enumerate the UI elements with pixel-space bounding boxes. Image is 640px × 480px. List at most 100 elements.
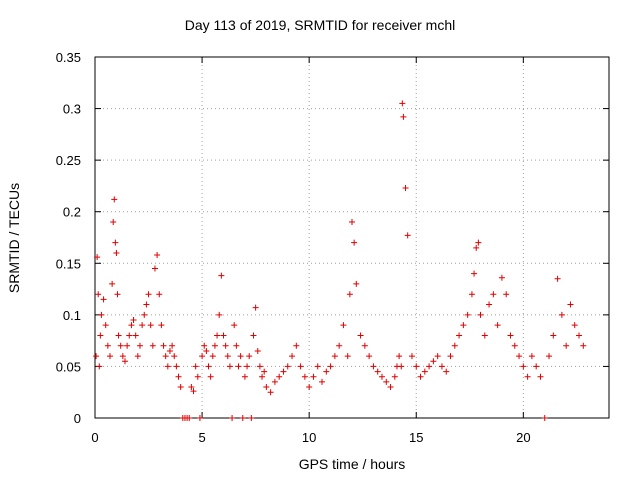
- data-point: [102, 322, 109, 329]
- data-point: [546, 353, 553, 360]
- data-point: [115, 332, 122, 339]
- data-point: [554, 275, 561, 282]
- data-point: [139, 322, 146, 329]
- data-point: [156, 291, 163, 298]
- data-point: [169, 342, 176, 349]
- x-tick-label: 10: [302, 430, 316, 445]
- data-point: [173, 363, 180, 370]
- data-point: [366, 353, 373, 360]
- data-point: [110, 219, 117, 226]
- data-point: [175, 373, 182, 380]
- data-point: [201, 342, 208, 349]
- data-point: [177, 384, 184, 391]
- data-point: [331, 353, 338, 360]
- data-point: [271, 378, 278, 385]
- data-point: [126, 332, 133, 339]
- data-point: [357, 332, 364, 339]
- data-point: [306, 384, 313, 391]
- data-point: [314, 363, 321, 370]
- y-tick-label: 0.15: [56, 256, 81, 271]
- data-point: [113, 249, 120, 256]
- data-point: [256, 363, 263, 370]
- data-point: [244, 363, 251, 370]
- data-point: [289, 353, 296, 360]
- data-point: [164, 363, 171, 370]
- data-point: [297, 363, 304, 370]
- data-point: [346, 291, 353, 298]
- x-tick-label: 20: [516, 430, 530, 445]
- data-point: [528, 353, 535, 360]
- data-point: [336, 342, 343, 349]
- data-point: [190, 388, 197, 395]
- data-point: [370, 363, 377, 370]
- data-point: [494, 322, 501, 329]
- data-point: [95, 291, 102, 298]
- data-point: [344, 353, 351, 360]
- data-point: [114, 291, 121, 298]
- plot-frame: [94, 56, 610, 419]
- data-point: [276, 373, 283, 380]
- data-point: [511, 342, 518, 349]
- data-point: [567, 301, 574, 308]
- data-point: [402, 184, 409, 191]
- data-point: [106, 353, 113, 360]
- data-point: [541, 415, 548, 421]
- y-tick-label: 0.25: [56, 153, 81, 168]
- data-point: [250, 332, 257, 339]
- data-point: [447, 353, 454, 360]
- chart-title: Day 113 of 2019, SRMTID for receiver mch…: [184, 17, 456, 33]
- data-point: [349, 219, 355, 226]
- data-point: [293, 342, 300, 349]
- data-point: [186, 415, 193, 421]
- data-point: [576, 332, 583, 339]
- data-point: [214, 332, 221, 339]
- data-point: [119, 353, 126, 360]
- data-point: [571, 322, 578, 329]
- data-point: [563, 342, 570, 349]
- data-point: [224, 353, 231, 360]
- data-point: [109, 280, 116, 287]
- data-point: [112, 239, 119, 246]
- data-point: [404, 232, 411, 239]
- data-point: [417, 373, 424, 380]
- data-point: [580, 342, 587, 349]
- data-point: [400, 113, 407, 120]
- data-point: [94, 254, 101, 261]
- data-point: [199, 353, 206, 360]
- data-point: [145, 291, 152, 298]
- data-point: [248, 415, 255, 421]
- data-point: [254, 347, 261, 354]
- data-point: [96, 363, 103, 370]
- data-point: [218, 272, 225, 279]
- data-point: [231, 322, 238, 329]
- data-point: [97, 332, 104, 339]
- data-point: [434, 353, 441, 360]
- data-point: [233, 342, 240, 349]
- y-tick-label: 0.3: [63, 102, 81, 117]
- data-point: [235, 363, 242, 370]
- data-point: [340, 322, 347, 329]
- data-point: [398, 363, 405, 370]
- data-point: [503, 291, 510, 298]
- data-point: [413, 363, 420, 370]
- data-point: [481, 332, 488, 339]
- data-point: [128, 322, 135, 329]
- data-point: [196, 415, 203, 421]
- data-point: [319, 378, 326, 385]
- data-point: [558, 311, 565, 318]
- data-point: [162, 353, 169, 360]
- data-point: [430, 358, 437, 365]
- y-tick-label: 0.35: [56, 50, 81, 65]
- data-point: [471, 270, 478, 277]
- data-point: [533, 363, 540, 370]
- data-point: [158, 322, 165, 329]
- data-point: [209, 353, 216, 360]
- data-point: [351, 239, 358, 246]
- data-point: [475, 239, 482, 246]
- data-point: [280, 368, 287, 375]
- data-point: [121, 358, 128, 365]
- data-point: [387, 384, 394, 391]
- data-point: [216, 311, 223, 318]
- data-point: [537, 373, 544, 380]
